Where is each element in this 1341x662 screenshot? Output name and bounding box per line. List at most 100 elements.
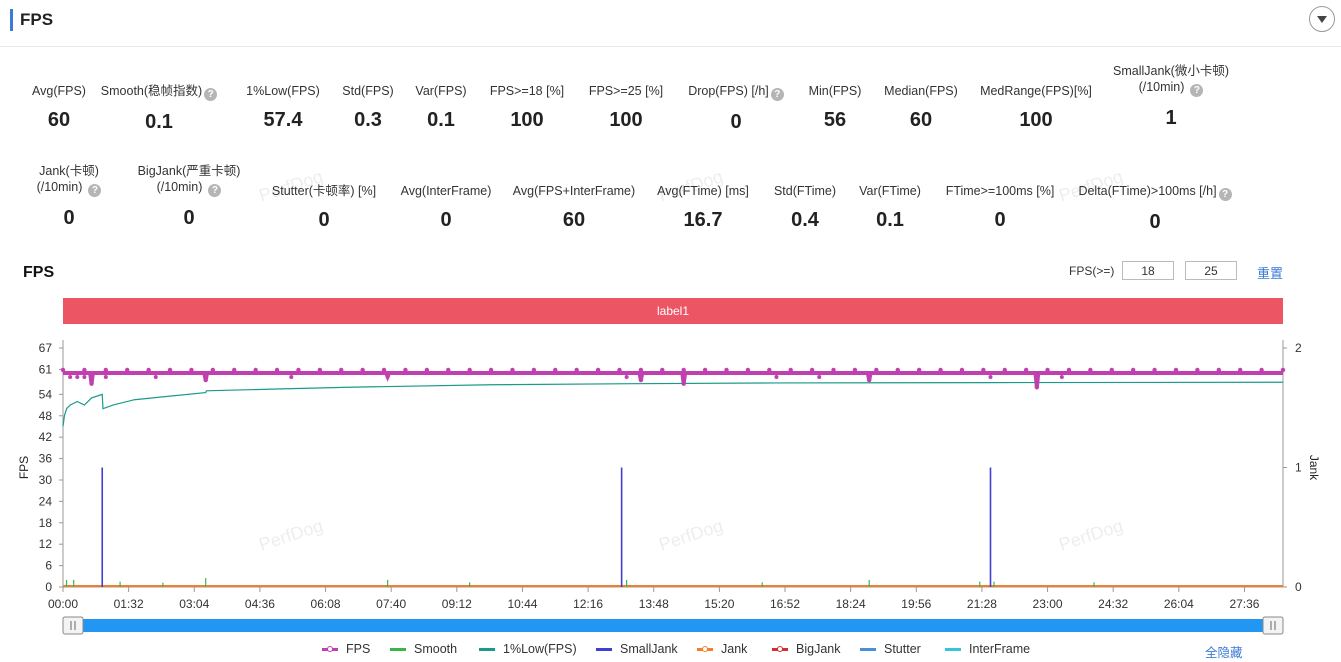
metric-metrics_row1-7: Drop(FPS) [/h]? 0 xyxy=(651,83,821,134)
fps-point xyxy=(189,367,194,373)
metric-value: 0.4 xyxy=(791,209,819,231)
low1-series-line xyxy=(62,381,1284,427)
metric-unit-text: (/10min) xyxy=(36,180,83,194)
legend-swatch xyxy=(596,648,612,651)
y-tick-label: 54 xyxy=(39,387,53,401)
metric-label-text: Var(FPS) xyxy=(415,84,467,98)
fps-point xyxy=(959,367,965,373)
legend-swatch xyxy=(860,648,876,651)
fps-point xyxy=(724,367,729,373)
metric-label: Delta(FTime)>100ms [/h]? xyxy=(1070,183,1240,201)
metric-label-text: Avg(FTime) [ms] xyxy=(657,184,749,198)
fps-point xyxy=(360,367,365,373)
fps-dip-point xyxy=(1034,385,1040,390)
help-icon[interactable]: ? xyxy=(1218,188,1232,201)
fps-threshold-2-input[interactable] xyxy=(1185,261,1237,280)
metric-label: Smooth(稳帧指数)? xyxy=(74,83,244,101)
y-tick-label: 18 xyxy=(39,516,53,530)
fps-point xyxy=(988,374,993,379)
fps-point xyxy=(339,367,344,373)
metric-label: MedRange(FPS)[%] xyxy=(951,83,1121,99)
x-tick-label: 26:04 xyxy=(1164,597,1194,611)
help-icon[interactable]: ? xyxy=(204,88,218,101)
fps-point xyxy=(403,367,408,373)
fps-point xyxy=(381,367,387,373)
metric-label: Median(FPS) xyxy=(836,83,1006,99)
hide-all-button[interactable]: 全隐藏 xyxy=(1205,646,1243,660)
help-icon[interactable]: ? xyxy=(1190,84,1204,97)
fps-dip-point xyxy=(866,377,872,383)
legend-label: Stutter xyxy=(884,642,921,656)
collapse-button[interactable] xyxy=(1309,6,1335,32)
fps-point xyxy=(1130,367,1136,373)
y2-tick-label: 0 xyxy=(1295,580,1302,594)
fps-point xyxy=(68,374,73,379)
fps-point xyxy=(531,367,537,373)
metric-label-text: BigJank(严重卡顿) xyxy=(137,164,241,178)
legend-label: Smooth xyxy=(414,642,458,656)
metric-label-text: FPS>=25 [%] xyxy=(588,84,664,98)
fps-point xyxy=(574,367,579,373)
metric-metrics_row1-1: Smooth(稳帧指数)? 0.1 xyxy=(74,83,244,134)
region-label-bar[interactable]: label1 xyxy=(63,298,1283,324)
metric-label: Jank(卡顿) xyxy=(0,163,154,179)
y-tick-label: 12 xyxy=(39,537,53,551)
legend-label: Jank xyxy=(721,642,748,656)
x-tick-label: 24:32 xyxy=(1098,597,1128,611)
fps-threshold-1-input[interactable] xyxy=(1122,261,1174,280)
x-tick-label: 00:00 xyxy=(48,597,78,611)
y2-tick-label: 2 xyxy=(1295,341,1302,355)
fps-point xyxy=(296,367,301,373)
x-tick-label: 09:12 xyxy=(442,597,472,611)
metric-value: 0 xyxy=(1149,211,1161,233)
fps-point xyxy=(916,367,922,373)
metric-metrics_row2-2: Stutter(卡顿率) [%] 0 xyxy=(239,183,409,232)
x-tick-label: 06:08 xyxy=(311,597,341,611)
metric-value: 0 xyxy=(730,111,742,133)
fps-point xyxy=(1280,367,1286,373)
metric-label-text: 1%Low(FPS) xyxy=(246,84,320,98)
metric-label: Var(FTime) xyxy=(805,183,975,199)
fps-point xyxy=(831,367,836,373)
metric-unit-text: (/10min) xyxy=(1138,80,1185,94)
metric-value: 16.7 xyxy=(683,209,723,231)
x-tick-label: 27:36 xyxy=(1229,597,1259,611)
help-icon[interactable]: ? xyxy=(208,184,222,197)
metric-label-text: Avg(FPS) xyxy=(32,84,86,98)
metric-label-text: Var(FTime) xyxy=(859,184,921,198)
metric-label-text: Avg(FPS+InterFrame) xyxy=(512,184,636,198)
fps-point xyxy=(467,367,472,373)
fps-point xyxy=(1259,367,1264,373)
metric-label: Avg(FPS) xyxy=(0,83,144,99)
x-tick-label: 10:44 xyxy=(507,597,537,611)
metric-label-text: Stutter(卡顿率) [%] xyxy=(271,184,377,198)
metric-value: 60 xyxy=(562,209,586,231)
metric-value: 100 xyxy=(1019,109,1053,131)
panel-title: FPS xyxy=(20,10,54,29)
fps-point xyxy=(210,367,216,373)
reset-button[interactable]: 重置 xyxy=(1257,266,1284,281)
metric-label: SmallJank(微小卡顿) xyxy=(1086,63,1256,79)
x-tick-label: 16:52 xyxy=(770,597,800,611)
metric-metrics_row1-5: FPS>=18 [%] 100 xyxy=(442,83,612,132)
fps-point xyxy=(1152,367,1157,373)
slider-handle-right[interactable] xyxy=(1262,616,1284,635)
fps-point xyxy=(1066,367,1072,373)
metric-label-text: Delta(FTime)>100ms [/h] xyxy=(1078,184,1217,198)
fps-point xyxy=(146,367,151,373)
fps-point xyxy=(681,367,686,373)
y-tick-label: 24 xyxy=(39,494,53,508)
help-icon[interactable]: ? xyxy=(88,184,102,197)
metric-value: 0.1 xyxy=(427,109,455,131)
slider-handle-left[interactable] xyxy=(62,616,84,635)
metric-value: 1 xyxy=(1165,107,1177,129)
metric-label: Stutter(卡顿率) [%] xyxy=(239,183,409,199)
metric-label-text: Avg(InterFrame) xyxy=(400,184,492,198)
watermark: PerfDog xyxy=(256,515,326,555)
help-icon[interactable]: ? xyxy=(770,88,784,101)
fps-point xyxy=(745,367,751,373)
metric-value: 0.1 xyxy=(145,111,173,133)
fps-point xyxy=(553,367,558,373)
metric-label: FTime>=100ms [%] xyxy=(915,183,1085,199)
y-tick-label: 42 xyxy=(39,430,53,444)
